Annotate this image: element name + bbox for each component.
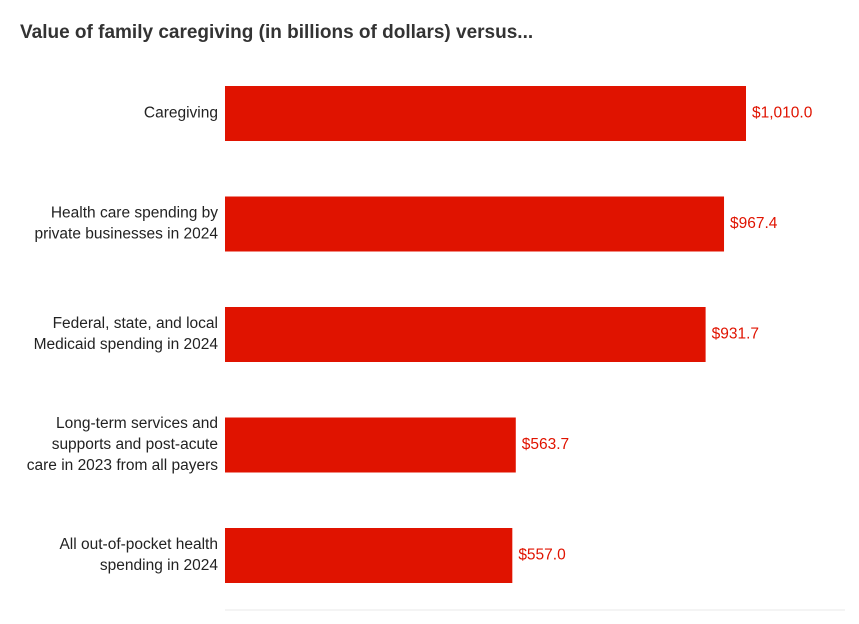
category-label-3-line-1: supports and post-acute bbox=[52, 436, 218, 453]
value-label-1: $967.4 bbox=[730, 215, 778, 232]
value-label-2: $931.7 bbox=[712, 326, 759, 343]
category-label-3: Long-term services and supports and post-… bbox=[27, 415, 219, 474]
category-label-2-line-0: Federal, state, and local bbox=[53, 315, 218, 332]
category-label-1-line-1: private businesses in 2024 bbox=[34, 226, 218, 243]
category-label-3-line-2: care in 2023 from all payers bbox=[27, 457, 219, 474]
value-label-0: $1,010.0 bbox=[752, 105, 813, 122]
category-label-1: Health care spending by private businesse… bbox=[34, 205, 218, 243]
category-label-1-line-0: Health care spending by bbox=[51, 205, 218, 222]
category-label-4: All out-of-pocket health spending in 2024 bbox=[59, 536, 218, 574]
category-label-2-line-1: Medicaid spending in 2024 bbox=[34, 336, 219, 353]
category-label-0: Caregiving bbox=[144, 105, 218, 122]
value-label-3: $563.7 bbox=[522, 436, 569, 453]
category-label-0-line-0: Caregiving bbox=[144, 105, 218, 122]
bar-1 bbox=[225, 196, 725, 252]
bar-4 bbox=[225, 528, 513, 583]
value-label-4: $557.0 bbox=[518, 547, 566, 564]
chart-title: Value of family caregiving (in billions … bbox=[20, 22, 534, 43]
bar-0 bbox=[225, 86, 746, 141]
bar-3 bbox=[225, 417, 516, 473]
bar-2 bbox=[225, 307, 706, 362]
category-label-4-line-1: spending in 2024 bbox=[100, 557, 218, 574]
category-label-2: Federal, state, and local Medicaid spendi… bbox=[34, 315, 219, 353]
category-label-3-line-0: Long-term services and bbox=[56, 415, 218, 432]
category-label-4-line-0: All out-of-pocket health bbox=[59, 536, 218, 553]
bars-group: $1,010.0 Caregiving $967.4 Health care spen… bbox=[27, 86, 813, 583]
